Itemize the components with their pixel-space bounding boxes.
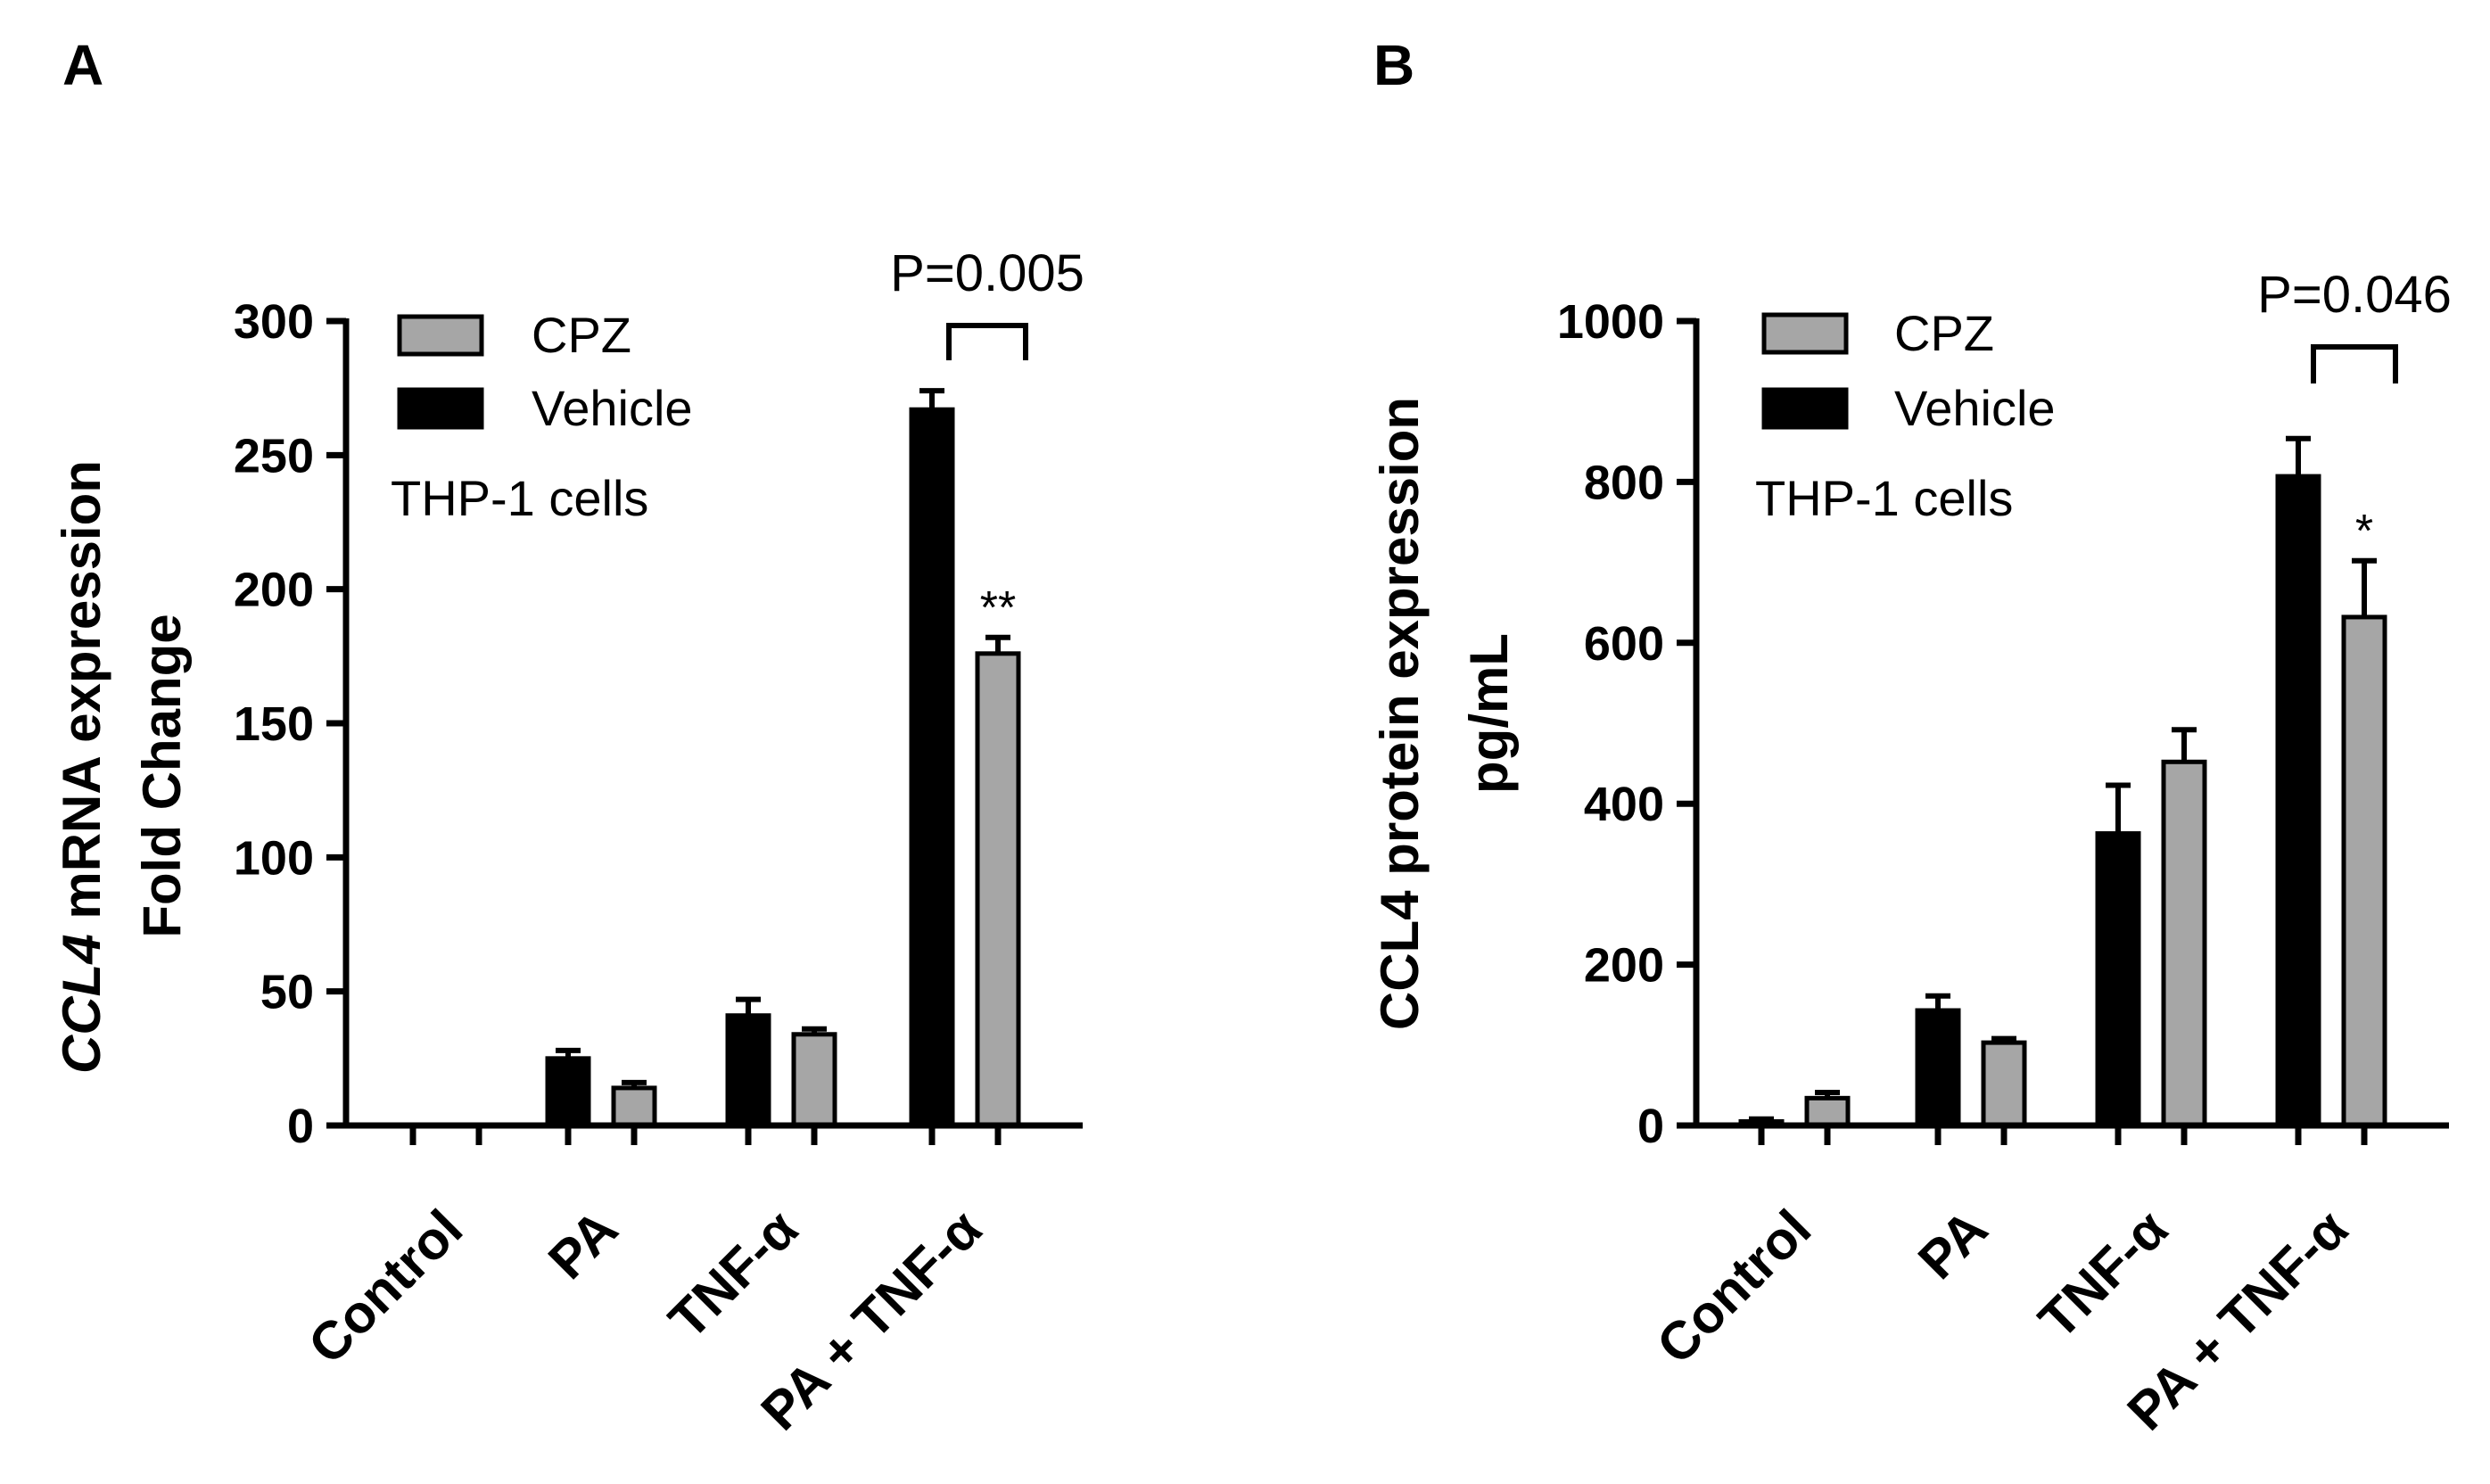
panel-a-ytick-label: 250 <box>234 429 314 482</box>
panel-a-bar-vehicle-pa <box>545 1056 591 1128</box>
panel-a-ytick-label: 50 <box>260 966 314 1019</box>
panel-a-legend-cpz: CPZ <box>532 307 631 363</box>
panel-b-ytick-marks <box>1677 317 1696 1129</box>
panel-b-bars <box>1738 474 2387 1128</box>
panel-b-ylabel: CCL4 protein expression <box>1370 397 1430 1030</box>
panel-a-ylabel-line2: Fold Change <box>132 614 192 937</box>
panel-b-xcategory-label: Control <box>1645 1199 1822 1375</box>
panel-b-label: B <box>1373 33 1414 97</box>
panel-b-err-vehicle-pa <box>1925 993 1950 1011</box>
panel-a-legend-swatch-vehicle <box>397 387 484 430</box>
panel-a-ytick-marks <box>326 317 346 1129</box>
panel-a-xcategory-label: TNF-α <box>657 1199 809 1350</box>
panel-b-legend: CPZ Vehicle <box>1761 305 2056 436</box>
panel-b-axes <box>1677 317 2449 1145</box>
panel-b-err-vehicle-control <box>1749 1116 1774 1122</box>
panel-b-legend-swatch-cpz <box>1761 312 1849 355</box>
panel-a-pvalue: P=0.005 <box>890 244 1084 302</box>
panel-a-bar-cpz-tnf <box>791 1032 837 1128</box>
panel-a-err-cpz-pa <box>622 1079 647 1088</box>
panel-a-ytick-label: 150 <box>234 697 314 751</box>
panel-a-ylabel: CCL4 mRNA expression <box>52 460 111 1074</box>
panel-b-bar-vehicle-pa <box>1915 1008 1961 1128</box>
panel-a-ytick-label: 100 <box>234 831 314 885</box>
panel-b-bar-vehicle-tnf <box>2095 831 2141 1128</box>
panel-a-xtick-marks <box>409 1125 1002 1145</box>
panel-a-xcategory-label: PA <box>537 1199 629 1290</box>
panel-a-pvalue-bracket: P=0.005 <box>890 244 1084 360</box>
panel-b-bar-vehicle-pa-tnf <box>2275 474 2321 1128</box>
panel-b-err-vehicle-pa-tnf <box>2286 435 2311 477</box>
panel-a-err-vehicle-tnf <box>736 996 761 1016</box>
panel-a-yticks: 0 50 100 150 200 250 300 <box>234 295 314 1153</box>
panel-b-xtick-marks <box>1758 1125 2368 1145</box>
panel-a-err-cpz-tnf <box>802 1026 827 1035</box>
panel-a-ytick-label: 200 <box>234 564 314 617</box>
panel-a-significance: ** <box>980 582 1016 634</box>
panel-b-error-bars <box>1749 435 2377 1122</box>
panel-a-legend-swatch-cpz <box>397 314 484 357</box>
panel-a-bracket <box>946 323 1028 360</box>
panel-a-err-vehicle-pa <box>556 1047 581 1059</box>
panel-a-cell-note: THP-1 cells <box>391 470 648 526</box>
panel-b-legend-vehicle: Vehicle <box>1894 380 2056 436</box>
panel-a-bar-cpz-pa <box>611 1085 657 1128</box>
panel-b-err-cpz-pa <box>1991 1035 2016 1043</box>
panel-a-axes <box>326 317 1083 1145</box>
panel-b-err-vehicle-tnf <box>2106 782 2131 834</box>
panel-b-cell-note: THP-1 cells <box>1755 470 2013 526</box>
panel-a-ytick-label: 300 <box>234 295 314 349</box>
panel-a: A CCL4 mRNA expression Fold Change 0 50 … <box>52 33 1084 1441</box>
panel-b-err-cpz-control <box>1815 1090 1840 1099</box>
panel-a-legend: CPZ Vehicle <box>397 307 693 436</box>
panel-b-pvalue-bracket: P=0.046 <box>2257 266 2452 383</box>
panel-b-ytick-label: 600 <box>1584 617 1664 671</box>
panel-b-bracket <box>2311 344 2398 383</box>
panel-a-legend-vehicle: Vehicle <box>532 380 693 436</box>
panel-b-xcategories: Control PA TNF-α PA + TNF-α <box>1645 1199 2359 1442</box>
panel-b-bar-cpz-tnf <box>2161 759 2207 1128</box>
panel-b-bar-cpz-control <box>1804 1095 1851 1128</box>
panel-a-bar-vehicle-tnf <box>725 1013 771 1128</box>
panel-b-legend-swatch-vehicle <box>1761 387 1849 430</box>
panel-b-pvalue: P=0.046 <box>2257 266 2452 324</box>
panel-b-ytick-label: 0 <box>1637 1100 1664 1153</box>
panel-b-legend-cpz: CPZ <box>1894 305 1994 361</box>
panel-b-yticks: 0 200 400 600 800 1000 <box>1557 295 1664 1153</box>
panel-b-err-cpz-tnf <box>2172 727 2197 763</box>
panel-b-ytick-label: 1000 <box>1557 295 1664 349</box>
panel-a-err-vehicle-pa-tnf <box>919 388 944 410</box>
panel-b-ytick-label: 800 <box>1584 456 1664 509</box>
panel-a-xcategories: Control PA TNF-α PA + TNF-α <box>297 1199 993 1442</box>
panel-b-ytick-label: 200 <box>1584 939 1664 993</box>
panel-a-ytick-label: 0 <box>287 1100 314 1153</box>
panel-a-ylabel-rest: mRNA expression <box>52 460 111 934</box>
panel-b-ytick-label: 400 <box>1584 778 1664 831</box>
panel-b-significance: * <box>2355 506 2373 557</box>
panel-a-bar-cpz-pa-tnf <box>975 651 1021 1128</box>
panel-b-ylabel-line2: pg/mL <box>1459 633 1519 794</box>
panel-a-bar-vehicle-pa-tnf <box>909 407 955 1128</box>
panel-a-label: A <box>62 33 103 97</box>
panel-b-bar-cpz-pa-tnf <box>2341 614 2387 1128</box>
panel-a-error-bars <box>556 388 1010 1088</box>
panel-b: B CCL4 protein expression pg/mL 0 200 40… <box>1370 33 2452 1441</box>
panel-a-ylabel-gene: CCL4 <box>52 934 111 1074</box>
panel-b-err-cpz-pa-tnf <box>2352 557 2377 617</box>
panel-b-xcategory-label: PA <box>1907 1199 1999 1290</box>
panel-b-bar-cpz-pa <box>1981 1040 2027 1128</box>
panel-a-xcategory-label: Control <box>297 1199 474 1375</box>
panel-a-err-cpz-pa-tnf <box>985 634 1010 654</box>
panel-b-xcategory-label: TNF-α <box>2027 1199 2179 1350</box>
